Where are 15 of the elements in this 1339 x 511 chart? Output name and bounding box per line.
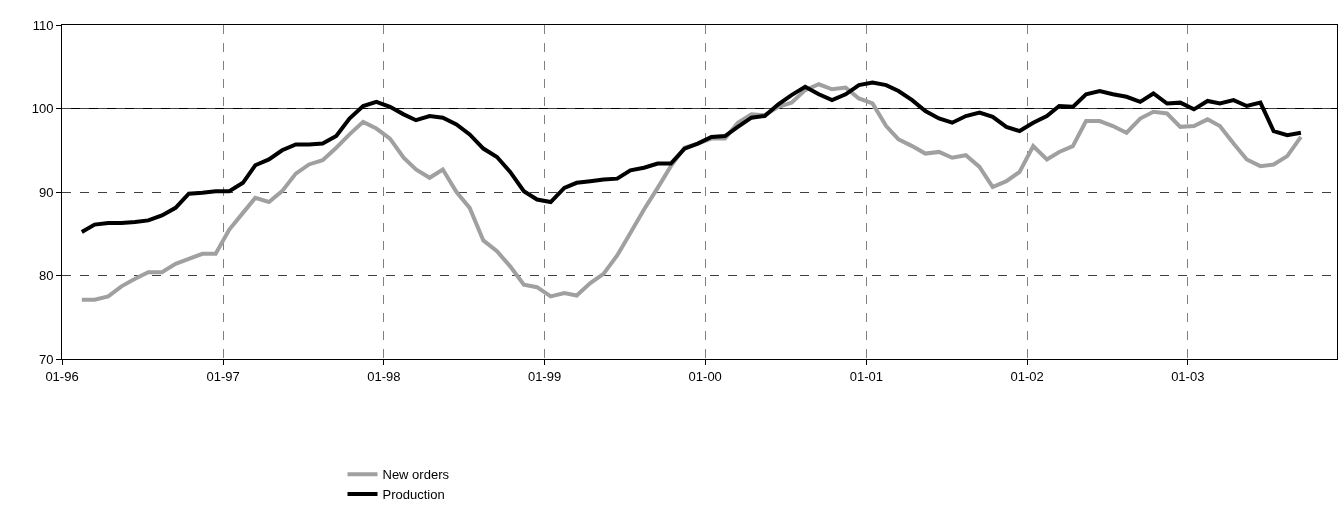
x-tick-label: 01-01 (849, 368, 883, 384)
x-tick-label: 01-97 (206, 368, 240, 384)
x-tick-label: 01-03 (1171, 368, 1205, 384)
y-tick-label: 70 (38, 351, 54, 367)
x-tick-label: 01-98 (367, 368, 401, 384)
y-tick-label: 110 (32, 17, 54, 33)
legend-label: New orders (382, 467, 450, 483)
y-tick-label: 100 (31, 101, 54, 117)
x-tick-label: 01-00 (688, 368, 722, 384)
y-tick-label: 80 (38, 268, 54, 284)
legend-label: Production (382, 487, 445, 503)
x-tick-label: 01-02 (1010, 368, 1044, 384)
x-tick-label: 01-99 (527, 368, 562, 384)
y-tick-label: 90 (38, 184, 54, 200)
x-tick-label: 01-96 (45, 368, 79, 384)
